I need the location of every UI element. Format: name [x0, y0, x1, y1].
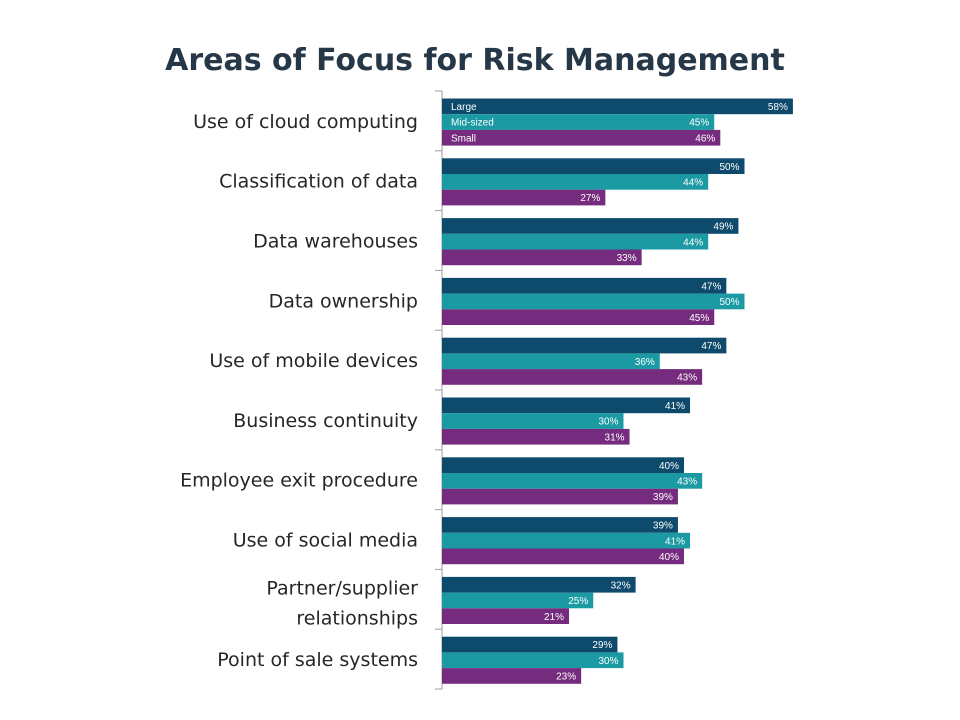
bar-mid-sized [442, 652, 624, 669]
data-label: 39% [653, 492, 673, 503]
category-label: Partner/supplier relationships [266, 577, 418, 629]
legend-label: Large [451, 102, 477, 113]
category-label: Data warehouses [253, 231, 418, 253]
bar-large [442, 98, 793, 115]
category-axis: Use of cloud computing Classification of … [180, 90, 443, 690]
data-label: 45% [689, 313, 709, 324]
category-label: Data ownership [269, 290, 418, 312]
bar-mid-sized [442, 174, 709, 190]
data-label: 46% [695, 133, 715, 144]
category-label: Employee exit procedure [180, 470, 418, 492]
data-label: 40% [659, 552, 679, 563]
bar-large [442, 397, 691, 414]
data-label: 30% [598, 417, 618, 428]
data-label: 29% [592, 640, 612, 651]
category-label: Business continuity [233, 410, 418, 432]
bar-large [442, 337, 727, 354]
bar-mid-sized [442, 114, 715, 130]
bar-small [442, 249, 642, 266]
bar-large [442, 517, 678, 533]
data-label: 31% [605, 432, 625, 443]
data-label: 39% [653, 521, 673, 532]
bar-large [442, 636, 618, 653]
bar-mid-sized [442, 233, 709, 250]
bar-large [442, 457, 684, 473]
data-label: 47% [701, 341, 721, 352]
data-label: 43% [677, 476, 697, 487]
data-label: 44% [683, 177, 703, 188]
category-label: Use of mobile devices [209, 350, 418, 372]
bar-large [442, 277, 727, 294]
bar-small [442, 309, 715, 325]
bar-small [442, 608, 570, 624]
data-label: 47% [701, 281, 721, 292]
bar-mid-sized [442, 293, 745, 310]
legend-label: Mid-sized [451, 118, 494, 129]
data-label: 41% [665, 401, 685, 412]
data-label: 25% [568, 596, 588, 607]
bar-mid-sized [442, 353, 660, 370]
data-label: 41% [665, 536, 685, 547]
data-label: 40% [659, 461, 679, 472]
data-label: 30% [598, 656, 618, 667]
data-label: 23% [556, 672, 576, 683]
bar-large [442, 218, 739, 234]
category-label: Classification of data [219, 171, 418, 193]
category-label: Point of sale systems [217, 649, 418, 671]
category-label: Use of cloud computing [193, 111, 418, 133]
bar-small [442, 428, 630, 445]
data-label: 33% [617, 253, 637, 264]
data-label: 27% [580, 193, 600, 204]
bar-small [442, 369, 703, 385]
data-label: 32% [611, 580, 631, 591]
data-label: 58% [768, 102, 788, 113]
data-label: 45% [689, 118, 709, 129]
bar-large [442, 576, 636, 593]
data-label: 36% [635, 357, 655, 368]
data-label: 21% [544, 612, 564, 623]
bar-group: 58% 50% 49% 47% 47% 41% 40% 39% 32% 29% 45% 44% 44% 5… [442, 98, 793, 684]
chart-title: Areas of Focus for Risk Management [165, 43, 785, 78]
bar-small [442, 189, 606, 206]
legend-label: Small [451, 133, 476, 144]
data-label: 49% [713, 222, 733, 233]
data-label: 50% [719, 297, 739, 308]
data-label: 43% [677, 373, 697, 384]
bar-mid-sized [442, 532, 691, 549]
category-label: Use of social media [233, 530, 418, 552]
bar-large [442, 158, 745, 174]
bar-small [442, 668, 582, 684]
bar-mid-sized [442, 413, 624, 429]
bar-small [442, 488, 678, 505]
bar-mid-sized [442, 473, 703, 489]
data-label: 44% [683, 237, 703, 248]
bar-small [442, 129, 721, 146]
bar-mid-sized [442, 592, 594, 609]
data-label: 50% [719, 162, 739, 173]
bar-small [442, 548, 684, 565]
